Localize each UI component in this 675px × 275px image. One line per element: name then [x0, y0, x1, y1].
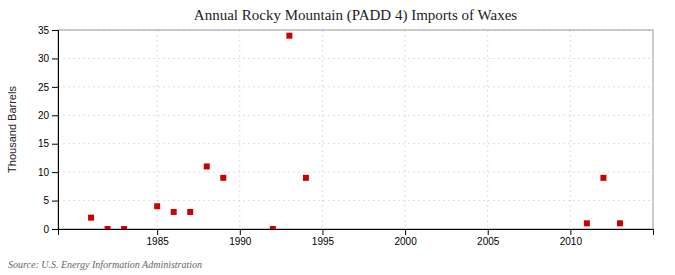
y-tick: 5	[43, 195, 58, 206]
x-tick: 1990	[229, 229, 252, 247]
point	[204, 163, 210, 169]
title: Annual Rocky Mountain (PADD 4) Imports o…	[194, 7, 518, 24]
y-tick-label: 25	[38, 82, 50, 93]
point	[154, 203, 160, 209]
y-tick: 25	[38, 82, 58, 93]
y-tick-label: 10	[38, 167, 50, 178]
y-tick: 15	[38, 138, 58, 149]
point	[171, 209, 177, 215]
y-tick-mark	[52, 30, 58, 31]
x-tick-mark	[157, 229, 158, 235]
plot: 1985 1990 1995 2000 2005 2010 0 5 10 15 20 25 30 35	[38, 25, 654, 247]
y-tick-label: 0	[43, 224, 49, 235]
y-tick-label: 5	[43, 195, 49, 206]
chart: 1985 1990 1995 2000 2005 2010 0 5 10 15 20 25 30 35 An…	[0, 0, 675, 275]
y-tick: 0	[43, 224, 58, 235]
grid-line	[58, 172, 653, 173]
point	[584, 220, 590, 226]
point	[270, 226, 276, 229]
x-tick-mark	[240, 229, 241, 235]
grid-line	[58, 115, 653, 116]
y-tick-label: 15	[38, 138, 50, 149]
x-tick: 2000	[394, 229, 417, 247]
x-tick-label: 1995	[312, 236, 335, 247]
x-tick-label: 2005	[477, 236, 500, 247]
point	[600, 175, 606, 181]
x-tick-mark	[570, 229, 571, 235]
y-tick-mark	[52, 115, 58, 116]
y-tick: 10	[38, 167, 58, 178]
point	[105, 226, 111, 229]
y-tick-label: 35	[38, 25, 50, 36]
grid-line	[405, 30, 406, 229]
point	[88, 215, 94, 221]
x-axis-line	[59, 230, 654, 236]
grid-line	[239, 30, 240, 229]
x-tick: 2010	[560, 229, 583, 247]
x-tick: 1985	[147, 229, 170, 247]
x-tick-label: 2010	[560, 236, 583, 247]
grid	[58, 30, 653, 229]
y-tick: 20	[38, 110, 58, 121]
y-tick-mark	[52, 87, 58, 88]
y-tick-mark	[52, 172, 58, 173]
grid-line	[58, 58, 653, 59]
x-tick: 1995	[312, 229, 335, 247]
point	[121, 226, 127, 229]
y-axis: 0 5 10 15 20 25 30 35	[38, 25, 59, 235]
point	[187, 209, 193, 215]
x-tick-mark	[488, 229, 489, 235]
grid-line	[58, 143, 653, 144]
y-tick-mark	[52, 144, 58, 145]
point	[303, 175, 309, 181]
y-axis-label: Thousand Barrels	[6, 86, 18, 173]
source: Source: U.S. Energy Information Administ…	[8, 259, 202, 270]
y-axis-line	[52, 31, 59, 230]
grid-line	[322, 30, 323, 229]
grid-line	[570, 30, 571, 229]
y-tick-mark	[52, 58, 58, 59]
x-axis: 1985 1990 1995 2000 2005 2010	[59, 229, 654, 247]
x-tick-label: 1990	[229, 236, 252, 247]
grid-line	[58, 200, 653, 201]
point	[220, 175, 226, 181]
grid-line	[157, 30, 158, 229]
y-tick-mark	[52, 229, 58, 230]
grid-line	[58, 86, 653, 87]
plot-frame	[58, 30, 653, 229]
y-tick: 35	[38, 25, 58, 36]
y-tick-label: 30	[38, 53, 50, 64]
x-tick: 2005	[477, 229, 500, 247]
point	[286, 33, 292, 39]
grid-line	[487, 30, 488, 229]
point	[617, 220, 623, 226]
points	[88, 33, 623, 229]
x-tick-mark	[405, 229, 406, 235]
x-tick-label: 1985	[147, 236, 170, 247]
x-tick-mark	[322, 229, 323, 235]
x-tick-label: 2000	[394, 236, 417, 247]
y-tick: 30	[38, 53, 58, 64]
y-tick-mark	[52, 201, 58, 202]
y-tick-label: 20	[38, 110, 50, 121]
